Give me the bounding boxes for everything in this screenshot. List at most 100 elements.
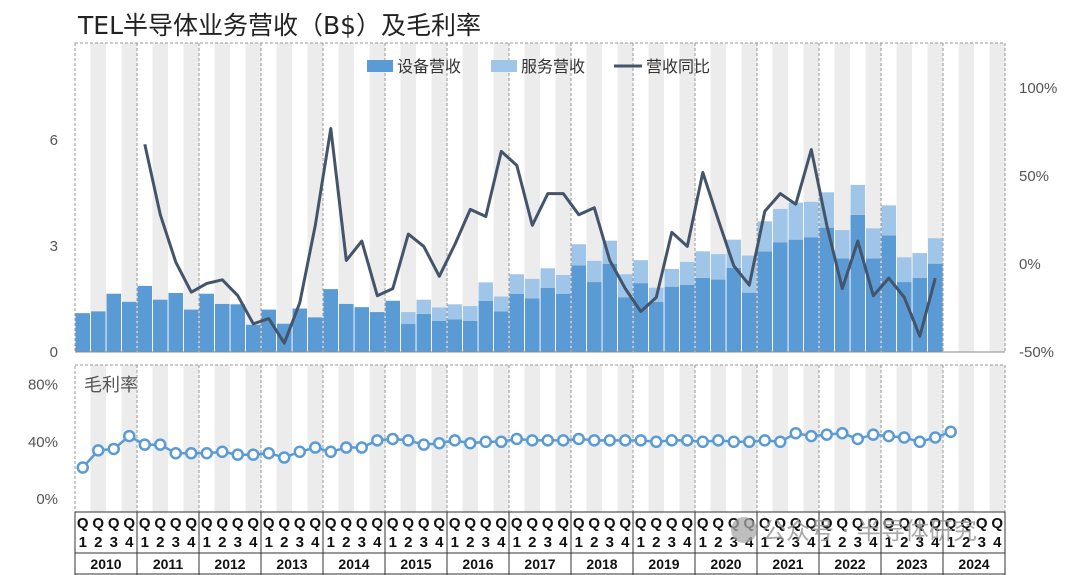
equipment-bar [91, 311, 106, 352]
quarter-letter: Q [604, 515, 616, 532]
quarter-letter: Q [945, 515, 957, 532]
equipment-bar [509, 293, 524, 352]
quarter-number: 1 [141, 534, 149, 551]
gross-margin-point [572, 432, 585, 446]
service-bar [804, 201, 819, 238]
service-bar [664, 268, 679, 287]
year-label: 2023 [896, 556, 927, 572]
gross-margin-point [913, 435, 926, 449]
service-bar [773, 208, 788, 243]
year-label: 2013 [276, 556, 307, 572]
gross-margin-point [262, 446, 275, 460]
gross-margin-point [743, 435, 756, 449]
quarter-letter: Q [433, 515, 445, 532]
service-bar [928, 238, 943, 264]
quarter-number: 1 [513, 534, 521, 551]
year-label: 2016 [462, 556, 493, 572]
gross-margin-point [417, 438, 430, 451]
band-bottom [245, 365, 261, 512]
quarter-number: 4 [435, 534, 444, 551]
quarter-number: 3 [916, 534, 924, 551]
quarter-number: 1 [79, 534, 87, 551]
equipment-bar [230, 304, 245, 352]
gross-margin-point [634, 434, 647, 447]
gross-margin-point [898, 431, 911, 444]
quarter-letter: Q [232, 515, 244, 532]
quarter-letter: Q [852, 515, 864, 532]
gross-margin-point [526, 434, 539, 447]
quarter-letter: Q [526, 515, 538, 532]
gross-margin-point [619, 434, 632, 447]
quarter-number: 4 [125, 534, 134, 551]
equipment-bar [168, 292, 183, 352]
band-top [369, 43, 385, 352]
equipment-bar [122, 301, 137, 352]
equipment-bar [463, 320, 478, 352]
equipment-bar [618, 297, 633, 352]
band-bottom [183, 365, 199, 512]
gross-margin-point [402, 434, 415, 447]
year-label: 2012 [214, 556, 245, 572]
gross-margin-point [712, 434, 725, 447]
equipment-bar [556, 293, 571, 352]
equipment-bar [881, 235, 896, 352]
equipment-bar [308, 317, 323, 352]
gross-margin-point [138, 438, 151, 451]
quarter-number: 4 [187, 534, 196, 551]
service-bar [835, 230, 850, 259]
quarter-letter: Q [976, 515, 988, 532]
quarter-letter: Q [449, 515, 461, 532]
quarter-number: 1 [451, 534, 459, 551]
y-margin-tick: 80% [28, 377, 58, 394]
watermark-text: 公众号 · 半导体研究 [762, 517, 977, 545]
band-top [462, 43, 478, 352]
band-top [338, 43, 354, 352]
year-label: 2010 [90, 556, 121, 572]
quarter-number: 1 [699, 534, 707, 551]
yoy-line-group [143, 127, 937, 345]
quarter-number: 4 [931, 534, 940, 551]
quarter-number: 1 [947, 534, 955, 551]
equipment-bar [75, 313, 90, 352]
gross-margin-point [650, 435, 663, 449]
quarter-letter: Q [294, 515, 306, 532]
service-bar [401, 312, 416, 324]
quarter-number: 1 [885, 534, 893, 551]
quarter-axis: Q1Q2Q3Q4Q1Q2Q3Q4Q1Q2Q3Q4Q1Q2Q3Q4Q1Q2Q3Q4… [74, 511, 1006, 575]
gross-margin-point [216, 445, 229, 459]
quarter-number: 3 [234, 534, 242, 551]
gross-margin-point [851, 432, 864, 446]
gross-margin-point [774, 435, 787, 449]
service-bar [463, 306, 478, 321]
quarter-letter: Q [108, 515, 120, 532]
year-label: 2014 [338, 556, 369, 572]
quarter-letter: Q [991, 515, 1003, 532]
quarter-letter: Q [712, 515, 724, 532]
gross-margin-point [371, 434, 384, 447]
service-bar [897, 257, 912, 283]
equipment-bar [587, 282, 602, 352]
gross-margin-point [479, 435, 492, 449]
service-bar [478, 282, 493, 301]
quarter-number: 3 [482, 534, 490, 551]
band-bottom [90, 365, 106, 512]
quarter-number: 2 [466, 534, 474, 551]
equipment-bar [494, 311, 509, 352]
watermark-icon [731, 517, 757, 543]
quarter-letter: Q [790, 515, 802, 532]
service-bar [447, 304, 462, 320]
equipment-bar [726, 267, 741, 352]
watermark-group: 公众号 · 半导体研究 [731, 517, 977, 545]
quarter-letter: Q [356, 515, 368, 532]
gross-margin-point [92, 444, 105, 457]
y-right-tick: -50% [1019, 344, 1054, 361]
year-label: 2019 [648, 556, 679, 572]
band-top [493, 43, 509, 352]
equipment-bar [478, 300, 493, 352]
year-label: 2020 [710, 556, 741, 572]
quarter-number: 4 [559, 534, 568, 551]
quarter-letter: Q [697, 515, 709, 532]
quarter-letter: Q [883, 515, 895, 532]
gross-margin-point [123, 429, 136, 443]
